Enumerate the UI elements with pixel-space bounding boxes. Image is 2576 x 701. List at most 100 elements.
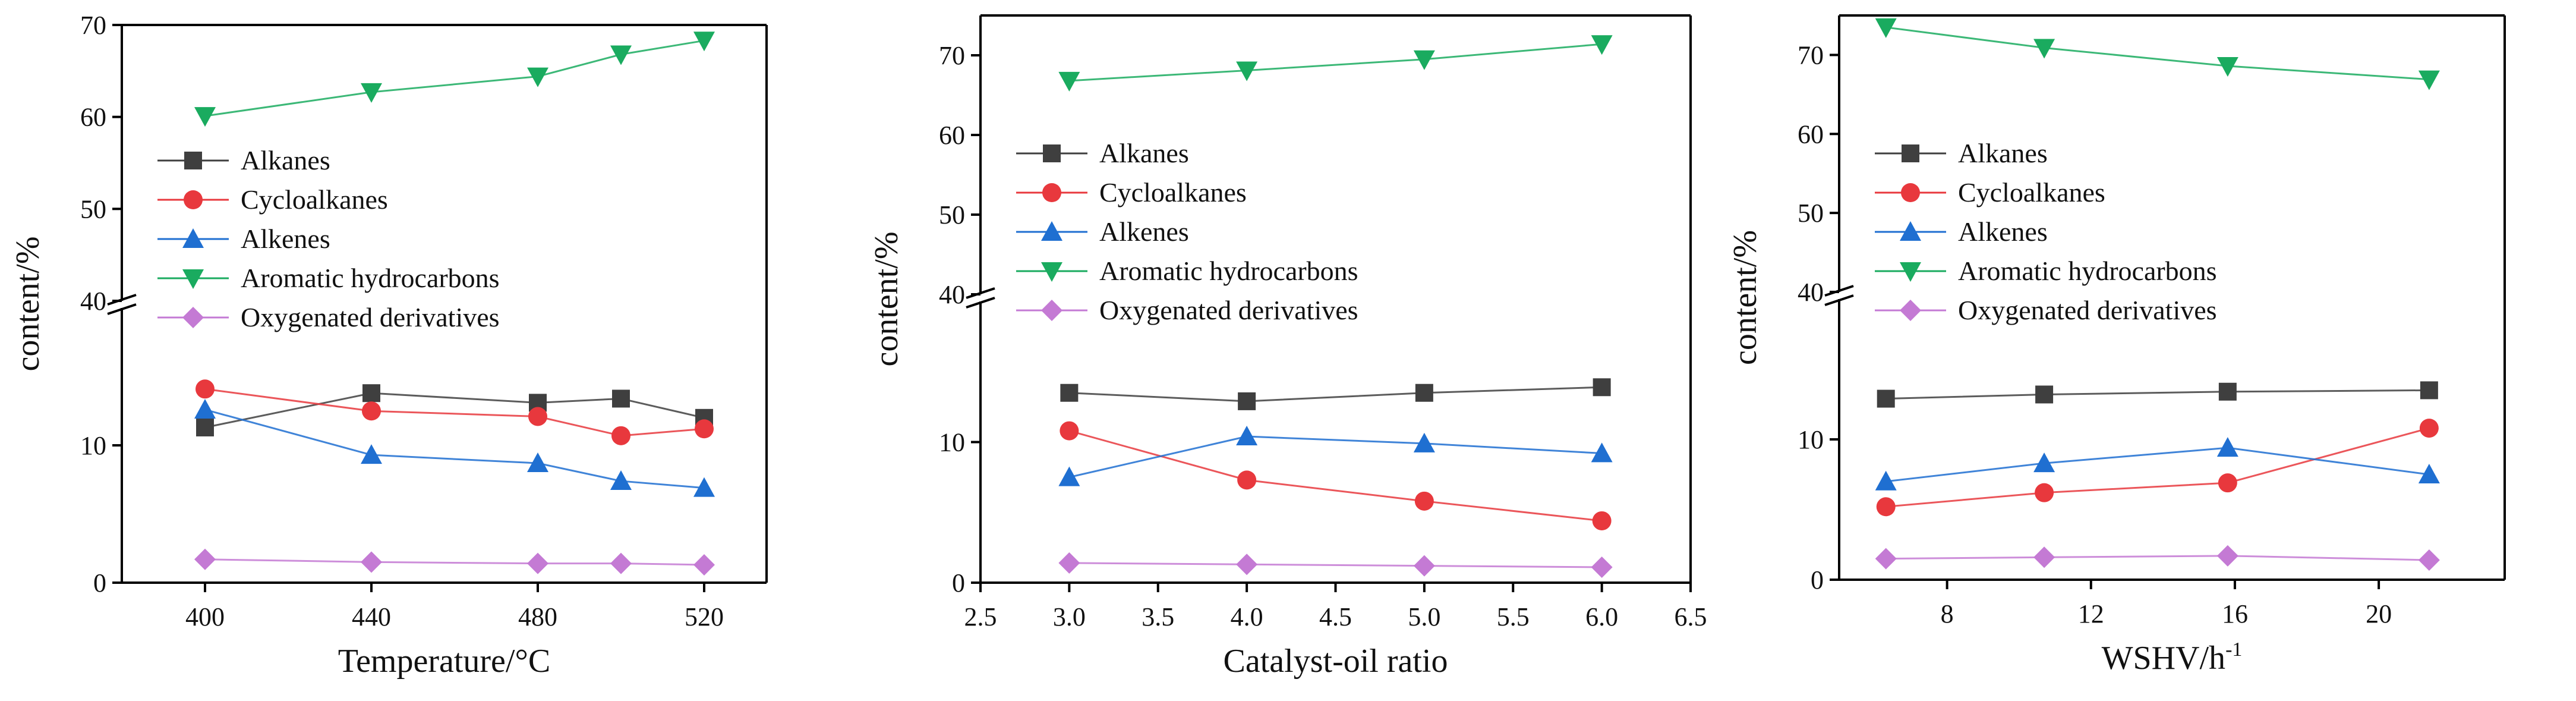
y-tick-label: 70 (1798, 40, 1824, 70)
data-point-oxygenated-derivatives (2216, 545, 2238, 567)
x-tick-label: 3.5 (1142, 602, 1174, 631)
legend-label-alkenes: Alkenes (1958, 216, 2048, 247)
chart-panel-catalyst-oil-ratio: 2.5 3.0 3.5 4.0 4.5 5.0 5.5 6.0 6.5 0 10 40 50 60 70 Ca… (868, 14, 1707, 680)
data-point-alkenes (610, 470, 632, 491)
legend-label-oxygenated-derivatives: Oxygenated derivatives (1958, 295, 2217, 325)
x-axis-title: Catalyst-oil ratio (1224, 643, 1448, 680)
x-tick-label: 400 (185, 602, 225, 631)
data-point-cycloalkanes (362, 401, 381, 421)
legend-label-oxygenated-derivatives: Oxygenated derivatives (1099, 295, 1358, 325)
x-tick-label: 5.0 (1408, 602, 1440, 631)
legend-marker-aromatic-hydrocarbons (1041, 262, 1062, 282)
data-point-alkenes (2216, 437, 2238, 457)
data-point-aromatic-hydrocarbons (1236, 61, 1258, 81)
legend-label-cycloalkanes: Cycloalkanes (1099, 177, 1247, 208)
data-point-aromatic-hydrocarbons (2033, 39, 2055, 59)
data-point-aromatic-hydrocarbons (693, 32, 715, 52)
data-point-alkanes (612, 389, 630, 408)
series-line-alkanes (1069, 386, 1602, 403)
data-point-oxygenated-derivatives (2418, 549, 2440, 571)
y-tick-label: 10 (80, 431, 106, 460)
data-point-oxygenated-derivatives (1236, 554, 1258, 576)
data-point-oxygenated-derivatives (1058, 552, 1080, 574)
data-point-alkanes (362, 384, 380, 403)
data-point-alkenes (1236, 426, 1258, 446)
x-tick-label: 520 (685, 602, 724, 631)
y-tick-label: 40 (1798, 278, 1824, 307)
data-point-cycloalkanes (695, 419, 714, 439)
y-axis-title: content/% (1727, 230, 1764, 365)
legend-marker-alkenes (1900, 221, 1921, 241)
y-axis-title: content/% (10, 236, 46, 371)
data-point-alkanes (1415, 383, 1433, 402)
data-point-alkenes (527, 452, 548, 473)
x-tick-label: 20 (2366, 599, 2392, 628)
legend-marker-oxygenated-derivatives (1041, 300, 1062, 321)
series-line-aromatic-hydrocarbons (1069, 43, 1602, 82)
legend-marker-cycloalkanes (184, 190, 203, 209)
y-tick-label: 60 (80, 103, 106, 132)
data-point-cycloalkanes (1060, 421, 1079, 441)
data-point-alkanes (196, 418, 214, 436)
series-line-cycloalkanes (1886, 427, 2430, 508)
x-tick-label: 4.5 (1319, 602, 1352, 631)
data-point-aromatic-hydrocarbons (527, 67, 548, 87)
y-tick-label: 60 (939, 121, 965, 150)
legend-marker-alkanes (184, 152, 202, 169)
axis-break-gap (977, 294, 984, 301)
series-line-alkanes (1886, 389, 2429, 400)
data-point-cycloalkanes (1592, 511, 1612, 530)
data-point-alkanes (1060, 383, 1079, 402)
data-point-alkenes (1413, 432, 1435, 452)
data-point-alkenes (2033, 452, 2055, 473)
legend-label-aromatic-hydrocarbons: Aromatic hydrocarbons (1099, 256, 1358, 286)
legend-label-cycloalkanes: Cycloalkanes (1958, 177, 2105, 208)
legend-label-alkenes: Alkenes (1099, 216, 1189, 247)
y-tick-label: 10 (939, 428, 965, 457)
data-point-alkanes (1238, 392, 1256, 410)
y-tick-label: 70 (939, 41, 965, 70)
data-point-aromatic-hydrocarbons (2216, 57, 2238, 77)
data-point-cycloalkanes (2419, 419, 2439, 438)
y-tick-label: 40 (939, 280, 965, 309)
series-line-alkenes (1069, 435, 1602, 479)
data-point-alkanes (2420, 381, 2438, 400)
data-point-oxygenated-derivatives (2033, 546, 2055, 568)
series-line-cycloalkanes (1068, 430, 1602, 522)
data-point-alkenes (2418, 464, 2440, 483)
data-point-alkanes (2218, 382, 2237, 401)
data-point-oxygenated-derivatives (1413, 555, 1435, 577)
axis-break-mark (966, 297, 995, 309)
data-point-alkanes (2035, 385, 2054, 404)
x-axis-title-superscript: -1 (2225, 639, 2242, 661)
data-point-oxygenated-derivatives (527, 552, 548, 574)
data-point-cycloalkanes (2218, 473, 2237, 493)
x-tick-label: 6.5 (1675, 602, 1707, 631)
data-point-aromatic-hydrocarbons (2418, 70, 2440, 90)
data-point-cycloalkanes (528, 407, 547, 426)
x-axis-title: WSHV/h-1 (2102, 639, 2243, 677)
x-tick-label: 480 (518, 602, 557, 631)
data-point-oxygenated-derivatives (693, 554, 715, 576)
data-point-oxygenated-derivatives (1591, 556, 1613, 578)
data-point-oxygenated-derivatives (610, 552, 632, 574)
y-tick-label: 0 (952, 568, 965, 598)
data-point-alkanes (1877, 389, 1895, 408)
x-tick-label: 16 (2222, 599, 2248, 628)
legend-label-aromatic-hydrocarbons: Aromatic hydrocarbons (1958, 256, 2217, 286)
y-tick-label: 0 (1811, 565, 1824, 595)
series-line-aromatic-hydrocarbons (1886, 26, 2429, 81)
data-point-aromatic-hydrocarbons (610, 45, 632, 65)
data-point-oxygenated-derivatives (194, 548, 216, 570)
legend-marker-alkenes (182, 228, 204, 248)
x-tick-label: 2.5 (964, 602, 997, 631)
series-line-oxygenated-derivatives (1069, 562, 1602, 568)
data-point-aromatic-hydrocarbons (1413, 50, 1435, 70)
legend-marker-alkanes (1902, 144, 1919, 162)
data-point-alkanes (1593, 378, 1611, 397)
data-point-alkenes (1875, 470, 1897, 491)
legend-marker-cycloalkanes (1901, 183, 1920, 202)
data-point-alkenes (361, 444, 382, 464)
data-point-alkenes (1591, 442, 1613, 463)
